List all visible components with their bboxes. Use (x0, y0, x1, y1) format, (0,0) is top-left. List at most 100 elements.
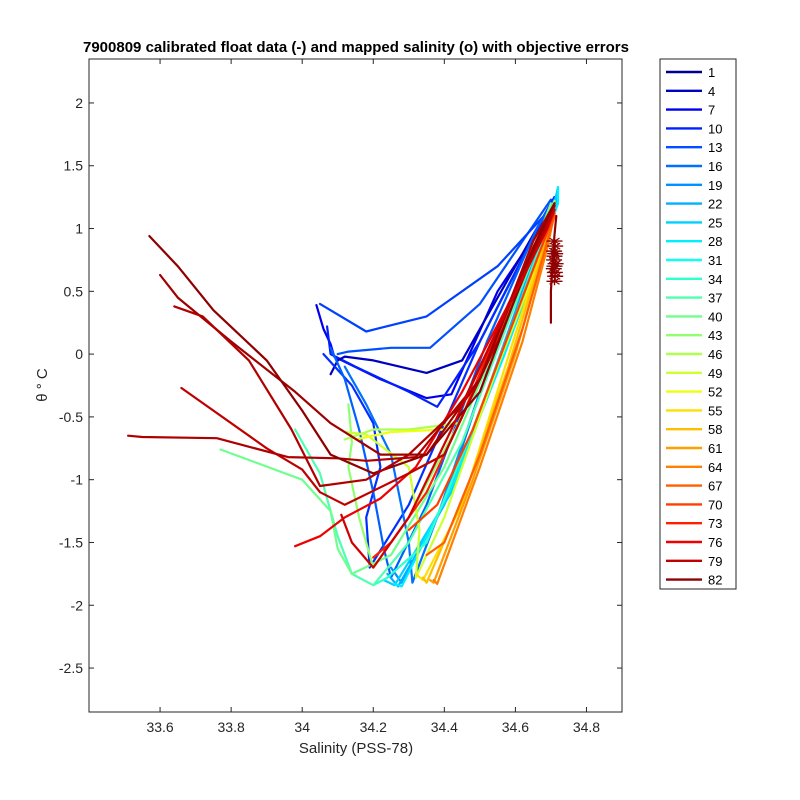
mapped-salinity-marker-7 (546, 237, 563, 246)
chart-title: 7900809 calibrated float data (-) and ma… (83, 39, 629, 56)
legend-item: 22 (666, 197, 722, 212)
legend-label: 55 (708, 403, 722, 418)
x-tick-label: 33.6 (146, 719, 173, 735)
legend-label: 61 (708, 441, 722, 456)
legend-label: 25 (708, 215, 722, 230)
legend-label: 19 (708, 178, 722, 193)
legend-item: 52 (666, 385, 722, 400)
x-tick-label: 34.2 (360, 719, 387, 735)
series-line-24 (407, 212, 556, 532)
mapped-salinity-marker-8 (546, 268, 563, 277)
mapped-salinity-marker-9 (546, 255, 563, 264)
legend-item: 70 (666, 497, 722, 512)
y-tick-label: -2 (71, 597, 84, 613)
legend-label: 40 (708, 309, 722, 324)
legend-item: 46 (666, 347, 722, 362)
plot-frame (88, 58, 623, 713)
series-line-2 (329, 202, 553, 376)
legend-item: 55 (666, 403, 722, 418)
legend-item: 73 (666, 516, 722, 531)
legend-item: 40 (666, 309, 722, 324)
legend-item: 79 (666, 554, 722, 569)
series-line-30 (148, 202, 556, 475)
legend-label: 4 (708, 84, 715, 99)
legend-label: 49 (708, 366, 722, 381)
y-tick-label: 2 (75, 95, 83, 111)
legend-item: 28 (666, 234, 722, 249)
legend-label: 43 (708, 328, 722, 343)
series-line-5 (322, 196, 556, 569)
legend-label: 37 (708, 291, 722, 306)
legend-item: 34 (666, 272, 722, 287)
legend-label: 79 (708, 554, 722, 569)
legend-label: 82 (708, 573, 722, 588)
y-axis: 2 1.5 1 0.5 0 -0.5 -1 -1.5 -2 -2.5 (59, 95, 622, 676)
legend-label: 1 (708, 65, 715, 80)
series-line-3 (336, 198, 553, 356)
legend-item: 82 (666, 573, 722, 588)
legend-item: 64 (666, 460, 722, 475)
legend-item: 10 (666, 121, 722, 136)
legend-label: 7 (708, 103, 715, 118)
mapped-salinity-marker-0 (546, 277, 563, 286)
legend-label: 64 (708, 460, 722, 475)
legend-item: 16 (666, 159, 722, 174)
legend-item: 49 (666, 366, 722, 381)
legend-label: 10 (708, 121, 722, 136)
series-line-11 (393, 186, 560, 588)
y-tick-label: -1.5 (59, 534, 83, 550)
legend-item: 37 (666, 291, 722, 306)
series-line-32 (340, 208, 556, 569)
legend-label: 46 (708, 347, 722, 362)
legend: 1 4 7 10 13 16 19 22 25 28 31 34 37 40 43 46 49 52 55 58 61 6… (659, 58, 737, 590)
legend-label: 70 (708, 497, 722, 512)
legend-label: 13 (708, 140, 722, 155)
legend-label: 76 (708, 535, 722, 550)
legend-item: 19 (666, 178, 722, 193)
legend-item: 61 (666, 441, 722, 456)
legend-label: 73 (708, 516, 722, 531)
legend-item: 58 (666, 422, 722, 437)
y-tick-label: -1 (71, 472, 84, 488)
legend-item: 43 (666, 328, 722, 343)
x-tick-label: 34.4 (431, 719, 458, 735)
legend-label: 31 (708, 253, 722, 268)
x-axis-title: Salinity (PSS-78) (299, 740, 413, 757)
legend-item: 31 (666, 253, 722, 268)
y-tick-label: 0.5 (64, 283, 84, 299)
legend-item: 25 (666, 215, 722, 230)
mapped-salinity-marker-11 (546, 262, 563, 271)
series-line-23 (425, 214, 556, 557)
legend-label: 58 (708, 422, 722, 437)
legend-item: 7 (666, 103, 715, 118)
x-tick-label: 34 (294, 719, 310, 735)
legend-item: 1 (666, 65, 715, 80)
x-tick-label: 34.6 (502, 719, 529, 735)
y-axis-title: θ ° C (34, 368, 51, 402)
x-axis: 33.6 33.8 34 34.2 34.4 34.6 34.8 (146, 59, 600, 735)
series-line-6 (329, 192, 560, 579)
legend-label: 28 (708, 234, 722, 249)
legend-label: 22 (708, 197, 722, 212)
mapped-salinity-marker-10 (547, 249, 564, 258)
series-line-20 (421, 204, 556, 584)
legend-item: 4 (666, 84, 715, 99)
y-tick-label: 1.5 (64, 158, 84, 174)
y-tick-label: 0 (75, 346, 83, 362)
legend-item: 76 (666, 535, 722, 550)
y-tick-label: 1 (75, 221, 83, 237)
legend-item: 13 (666, 140, 722, 155)
series-line-17 (343, 202, 556, 579)
legend-label: 34 (708, 272, 722, 287)
legend-item: 67 (666, 479, 722, 494)
legend-label: 16 (708, 159, 722, 174)
legend-label: 67 (708, 479, 722, 494)
legend-box (659, 58, 737, 590)
x-tick-label: 33.8 (218, 719, 245, 735)
legend-label: 52 (708, 385, 722, 400)
y-tick-label: -2.5 (59, 660, 83, 676)
y-tick-label: -0.5 (59, 409, 83, 425)
plot-area (127, 186, 564, 588)
x-tick-label: 34.8 (573, 719, 600, 735)
